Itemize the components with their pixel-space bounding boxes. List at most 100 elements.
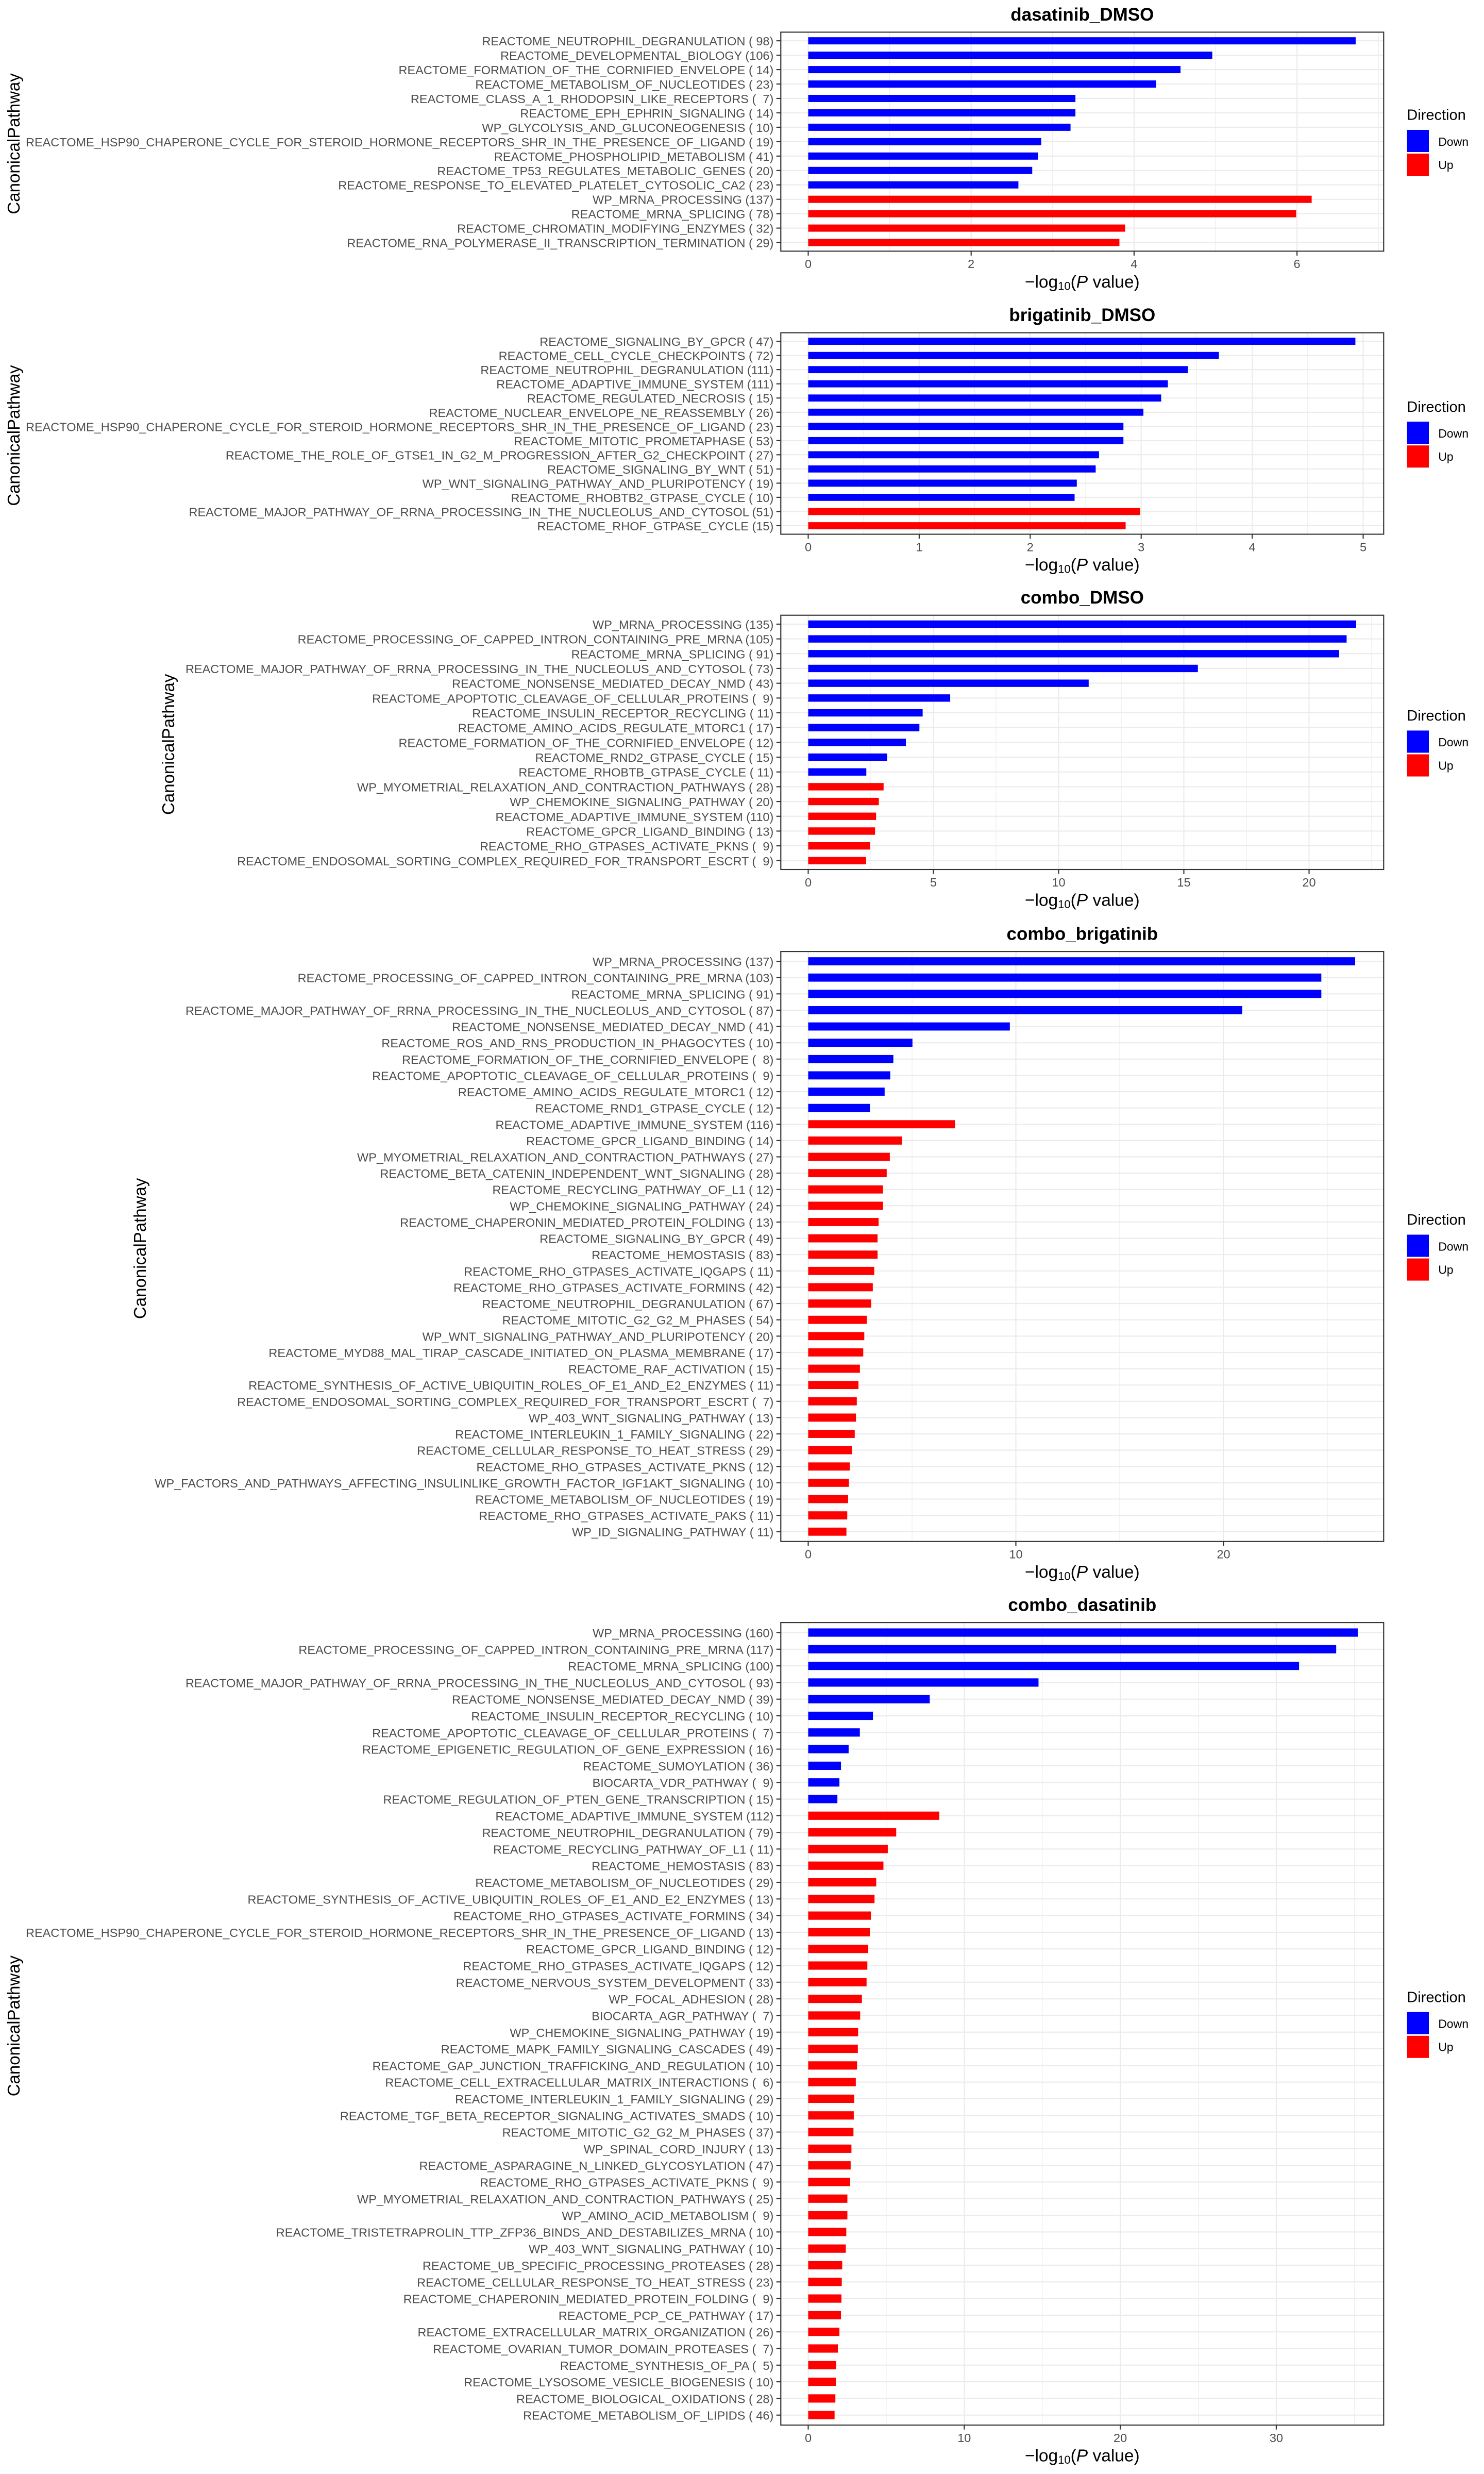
svg-text:−log10(P value): −log10(P value) (1025, 891, 1140, 911)
svg-text:WP_MRNA_PROCESSING (160): WP_MRNA_PROCESSING (160) (593, 1626, 773, 1640)
svg-text:WP_MYOMETRIAL_RELAXATION_AND_C: WP_MYOMETRIAL_RELAXATION_AND_CONTRACTION… (357, 2193, 773, 2206)
svg-text:3: 3 (1138, 540, 1144, 554)
svg-text:REACTOME_CHAPERONIN_MEDIATED_P: REACTOME_CHAPERONIN_MEDIATED_PROTEIN_FOL… (403, 2293, 774, 2306)
svg-text:2: 2 (968, 257, 974, 271)
svg-text:REACTOME_NEUTROPHIL_DEGRANULAT: REACTOME_NEUTROPHIL_DEGRANULATION ( 98) (482, 35, 773, 48)
svg-text:WP_WNT_SIGNALING_PATHWAY_AND_P: WP_WNT_SIGNALING_PATHWAY_AND_PLURIPOTENC… (423, 477, 774, 490)
svg-text:REACTOME_CELLULAR_RESPONSE_TO_: REACTOME_CELLULAR_RESPONSE_TO_HEAT_STRES… (417, 2276, 773, 2289)
svg-text:REACTOME_MRNA_SPLICING ( 78): REACTOME_MRNA_SPLICING ( 78) (571, 208, 774, 221)
svg-text:REACTOME_NERVOUS_SYSTEM_DEVELO: REACTOME_NERVOUS_SYSTEM_DEVELOPMENT ( 33… (456, 1976, 773, 1990)
svg-text:Direction: Direction (1407, 399, 1465, 415)
svg-text:REACTOME_TP53_REGULATES_METABO: REACTOME_TP53_REGULATES_METABOLIC_GENES … (437, 164, 773, 178)
svg-text:REACTOME_RHO_GTPASES_ACTIVATE_: REACTOME_RHO_GTPASES_ACTIVATE_PKNS ( 9) (480, 840, 773, 853)
svg-text:0: 0 (805, 1548, 812, 1561)
svg-text:REACTOME_RHOF_GTPASE_CYCLE (15: REACTOME_RHOF_GTPASE_CYCLE (15) (537, 520, 773, 533)
svg-text:WP_ID_SIGNALING_PATHWAY ( 11): WP_ID_SIGNALING_PATHWAY ( 11) (572, 1526, 773, 1539)
svg-text:0: 0 (805, 540, 812, 554)
svg-text:REACTOME_SUMOYLATION ( 36): REACTOME_SUMOYLATION ( 36) (583, 1760, 773, 1773)
svg-text:REACTOME_ENDOSOMAL_SORTING_COM: REACTOME_ENDOSOMAL_SORTING_COMPLEX_REQUI… (237, 1395, 773, 1409)
svg-text:REACTOME_NEUTROPHIL_DEGRANULAT: REACTOME_NEUTROPHIL_DEGRANULATION (111) (480, 363, 773, 377)
svg-text:REACTOME_CELLULAR_RESPONSE_TO_: REACTOME_CELLULAR_RESPONSE_TO_HEAT_STRES… (417, 1444, 773, 1458)
svg-text:5: 5 (930, 876, 937, 889)
svg-text:WP_MRNA_PROCESSING (135): WP_MRNA_PROCESSING (135) (593, 618, 773, 631)
svg-text:Down: Down (1438, 2017, 1469, 2031)
svg-text:WP_MRNA_PROCESSING (137): WP_MRNA_PROCESSING (137) (593, 193, 773, 207)
svg-text:REACTOME_LYSOSOME_VESICLE_BIOG: REACTOME_LYSOSOME_VESICLE_BIOGENESIS ( 1… (464, 2376, 773, 2389)
svg-text:4: 4 (1131, 257, 1137, 271)
svg-text:Down: Down (1438, 135, 1469, 148)
svg-text:30: 30 (1270, 2431, 1283, 2445)
svg-text:REACTOME_ROS_AND_RNS_PRODUCTIO: REACTOME_ROS_AND_RNS_PRODUCTION_IN_PHAGO… (381, 1037, 773, 1050)
svg-text:REACTOME_MITOTIC_G2_G2_M_PHASE: REACTOME_MITOTIC_G2_G2_M_PHASES ( 37) (502, 2126, 774, 2139)
svg-text:REACTOME_CELL_EXTRACELLULAR_MA: REACTOME_CELL_EXTRACELLULAR_MATRIX_INTER… (385, 2076, 773, 2089)
svg-text:REACTOME_ADAPTIVE_IMMUNE_SYSTE: REACTOME_ADAPTIVE_IMMUNE_SYSTEM (111) (496, 378, 773, 391)
svg-text:REACTOME_SYNTHESIS_OF_PA ( 5): REACTOME_SYNTHESIS_OF_PA ( 5) (560, 2359, 773, 2372)
svg-text:brigatinib_DMSO: brigatinib_DMSO (1009, 305, 1155, 325)
svg-text:REACTOME_PHOSPHOLIPID_METABOLI: REACTOME_PHOSPHOLIPID_METABOLISM ( 41) (494, 150, 773, 163)
svg-text:REACTOME_HSP90_CHAPERONE_CYCLE: REACTOME_HSP90_CHAPERONE_CYCLE_FOR_STERO… (26, 420, 773, 433)
svg-text:Direction: Direction (1407, 107, 1465, 124)
svg-text:WP_CHEMOKINE_SIGNALING_PATHWAY: WP_CHEMOKINE_SIGNALING_PATHWAY ( 20) (510, 795, 773, 809)
svg-text:REACTOME_MAJOR_PATHWAY_OF_RRNA: REACTOME_MAJOR_PATHWAY_OF_RRNA_PROCESSIN… (189, 505, 773, 519)
svg-text:REACTOME_OVARIAN_TUMOR_DOMAIN_: REACTOME_OVARIAN_TUMOR_DOMAIN_PROTEASES … (433, 2343, 773, 2356)
svg-text:REACTOME_CHROMATIN_MODIFYING_E: REACTOME_CHROMATIN_MODIFYING_ENZYMES ( 3… (457, 222, 773, 236)
svg-text:REACTOME_CHAPERONIN_MEDIATED_P: REACTOME_CHAPERONIN_MEDIATED_PROTEIN_FOL… (400, 1216, 773, 1229)
svg-text:WP_403_WNT_SIGNALING_PATHWAY (: WP_403_WNT_SIGNALING_PATHWAY ( 13) (529, 1411, 773, 1425)
svg-text:WP_AMINO_ACID_METABOLISM ( 9): WP_AMINO_ACID_METABOLISM ( 9) (562, 2209, 773, 2222)
svg-text:WP_CHEMOKINE_SIGNALING_PATHWAY: WP_CHEMOKINE_SIGNALING_PATHWAY ( 24) (510, 1199, 773, 1213)
svg-text:Up: Up (1438, 158, 1453, 172)
svg-text:10: 10 (1009, 1548, 1022, 1561)
svg-text:REACTOME_BETA_CATENIN_INDEPEND: REACTOME_BETA_CATENIN_INDEPENDENT_WNT_SI… (380, 1167, 773, 1180)
svg-text:REACTOME_FORMATION_OF_THE_CORN: REACTOME_FORMATION_OF_THE_CORNIFIED_ENVE… (399, 736, 774, 749)
svg-text:REACTOME_RHO_GTPASES_ACTIVATE_: REACTOME_RHO_GTPASES_ACTIVATE_PKNS ( 9) (480, 2176, 773, 2189)
svg-text:WP_WNT_SIGNALING_PATHWAY_AND_P: WP_WNT_SIGNALING_PATHWAY_AND_PLURIPOTENC… (423, 1330, 774, 1343)
svg-text:REACTOME_TGF_BETA_RECEPTOR_SIG: REACTOME_TGF_BETA_RECEPTOR_SIGNALING_ACT… (340, 2109, 773, 2122)
svg-text:REACTOME_GPCR_LIGAND_BINDING (: REACTOME_GPCR_LIGAND_BINDING ( 14) (526, 1134, 773, 1148)
svg-text:WP_MYOMETRIAL_RELAXATION_AND_C: WP_MYOMETRIAL_RELAXATION_AND_CONTRACTION… (357, 780, 773, 794)
svg-text:REACTOME_BIOLOGICAL_OXIDATIONS: REACTOME_BIOLOGICAL_OXIDATIONS ( 28) (516, 2392, 773, 2405)
svg-text:REACTOME_UB_SPECIFIC_PROCESSIN: REACTOME_UB_SPECIFIC_PROCESSING_PROTEASE… (423, 2259, 773, 2272)
svg-text:CanonicalPathway: CanonicalPathway (4, 73, 23, 214)
svg-text:REACTOME_RHO_GTPASES_ACTIVATE_: REACTOME_RHO_GTPASES_ACTIVATE_PAKS ( 11) (479, 1509, 773, 1523)
svg-text:BIOCARTA_AGR_PATHWAY ( 7): BIOCARTA_AGR_PATHWAY ( 7) (592, 2009, 773, 2022)
svg-text:−log10(P value): −log10(P value) (1025, 2447, 1140, 2467)
svg-text:REACTOME_ASPARAGINE_N_LINKED_G: REACTOME_ASPARAGINE_N_LINKED_GLYCOSYLATI… (419, 2159, 773, 2172)
svg-text:REACTOME_METABOLISM_OF_NUCLEOT: REACTOME_METABOLISM_OF_NUCLEOTIDES ( 23) (475, 78, 773, 91)
svg-text:REACTOME_RECYCLING_PATHWAY_OF_: REACTOME_RECYCLING_PATHWAY_OF_L1 ( 12) (492, 1183, 773, 1197)
svg-text:REACTOME_PCP_CE_PATHWAY ( 17): REACTOME_PCP_CE_PATHWAY ( 17) (559, 2309, 773, 2322)
svg-text:REACTOME_PROCESSING_OF_CAPPED_: REACTOME_PROCESSING_OF_CAPPED_INTRON_CON… (298, 633, 774, 646)
svg-text:REACTOME_RNA_POLYMERASE_II_TRA: REACTOME_RNA_POLYMERASE_II_TRANSCRIPTION… (347, 237, 773, 250)
svg-text:REACTOME_GPCR_LIGAND_BINDING (: REACTOME_GPCR_LIGAND_BINDING ( 12) (526, 1943, 773, 1956)
svg-text:REACTOME_RHO_GTPASES_ACTIVATE_: REACTOME_RHO_GTPASES_ACTIVATE_PKNS ( 12) (477, 1460, 774, 1474)
svg-text:WP_FOCAL_ADHESION ( 28): WP_FOCAL_ADHESION ( 28) (609, 1993, 773, 2006)
svg-text:REACTOME_CLASS_A_1_RHODOPSIN_L: REACTOME_CLASS_A_1_RHODOPSIN_LIKE_RECEPT… (411, 92, 773, 106)
svg-text:REACTOME_TRISTETRAPROLIN_TTP_Z: REACTOME_TRISTETRAPROLIN_TTP_ZFP36_BINDS… (276, 2226, 774, 2239)
svg-text:REACTOME_NUCLEAR_ENVELOPE_NE_R: REACTOME_NUCLEAR_ENVELOPE_NE_REASSEMBLY … (429, 406, 774, 420)
svg-text:REACTOME_AMINO_ACIDS_REGULATE_: REACTOME_AMINO_ACIDS_REGULATE_MTORC1 ( 1… (458, 1085, 773, 1099)
svg-text:REACTOME_DEVELOPMENTAL_BIOLOGY: REACTOME_DEVELOPMENTAL_BIOLOGY (106) (500, 49, 773, 62)
svg-text:REACTOME_RND1_GTPASE_CYCLE ( 1: REACTOME_RND1_GTPASE_CYCLE ( 12) (535, 1102, 774, 1115)
svg-text:0: 0 (805, 2431, 812, 2445)
svg-text:REACTOME_MYD88_MAL_TIRAP_CASCA: REACTOME_MYD88_MAL_TIRAP_CASCADE_INITIAT… (268, 1346, 773, 1360)
svg-text:REACTOME_PROCESSING_OF_CAPPED_: REACTOME_PROCESSING_OF_CAPPED_INTRON_CON… (298, 1643, 773, 1657)
svg-text:combo_dasatinib: combo_dasatinib (1008, 1595, 1156, 1615)
svg-text:REACTOME_RHO_GTPASES_ACTIVATE_: REACTOME_RHO_GTPASES_ACTIVATE_FORMINS ( … (453, 1910, 773, 1923)
svg-text:combo_brigatinib: combo_brigatinib (1006, 924, 1158, 944)
svg-text:REACTOME_INSULIN_RECEPTOR_RECY: REACTOME_INSULIN_RECEPTOR_RECYCLING ( 11… (472, 707, 773, 720)
svg-text:10: 10 (1052, 876, 1065, 889)
svg-text:REACTOME_AMINO_ACIDS_REGULATE_: REACTOME_AMINO_ACIDS_REGULATE_MTORC1 ( 1… (458, 722, 773, 735)
svg-text:dasatinib_DMSO: dasatinib_DMSO (1010, 5, 1154, 25)
svg-text:REACTOME_RESPONSE_TO_ELEVATED_: REACTOME_RESPONSE_TO_ELEVATED_PLATELET_C… (338, 179, 773, 192)
svg-text:1: 1 (916, 540, 922, 554)
svg-text:REACTOME_METABOLISM_OF_LIPIDS: REACTOME_METABOLISM_OF_LIPIDS ( 46) (523, 2409, 773, 2422)
svg-text:REACTOME_RHO_GTPASES_ACTIVATE_: REACTOME_RHO_GTPASES_ACTIVATE_IQGAPS ( 1… (464, 1265, 773, 1278)
svg-text:0: 0 (805, 876, 812, 889)
svg-text:5: 5 (1360, 540, 1367, 554)
svg-text:15: 15 (1177, 876, 1190, 889)
svg-text:REACTOME_SYNTHESIS_OF_ACTIVE_U: REACTOME_SYNTHESIS_OF_ACTIVE_UBIQUITIN_R… (247, 1893, 773, 1906)
svg-text:20: 20 (1217, 1548, 1230, 1561)
svg-text:REACTOME_RHO_GTPASES_ACTIVATE_: REACTOME_RHO_GTPASES_ACTIVATE_IQGAPS ( 1… (463, 1960, 773, 1973)
svg-text:REACTOME_MAJOR_PATHWAY_OF_RRNA: REACTOME_MAJOR_PATHWAY_OF_RRNA_PROCESSIN… (185, 662, 773, 676)
svg-text:CanonicalPathway: CanonicalPathway (130, 1178, 149, 1319)
svg-text:WP_GLYCOLYSIS_AND_GLUCONEOGENE: WP_GLYCOLYSIS_AND_GLUCONEOGENESIS ( 10) (482, 121, 773, 135)
